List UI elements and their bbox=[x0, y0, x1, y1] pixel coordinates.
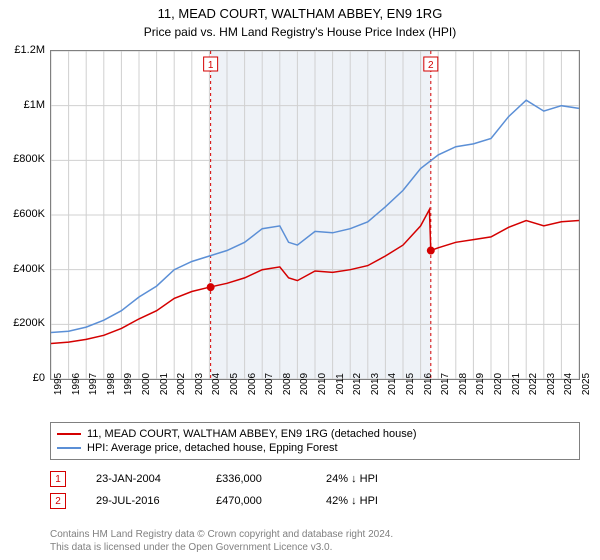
xtick-label: 2019 bbox=[475, 373, 486, 395]
transaction-marker-2: 2 bbox=[50, 493, 66, 509]
xtick-label: 2014 bbox=[387, 373, 398, 395]
xtick-label: 2010 bbox=[317, 373, 328, 395]
ytick-label: £400K bbox=[13, 263, 45, 275]
xtick-label: 2009 bbox=[299, 373, 310, 395]
xtick-label: 2023 bbox=[546, 373, 557, 395]
legend-area: 11, MEAD COURT, WALTHAM ABBEY, EN9 1RG (… bbox=[50, 422, 580, 512]
xtick-label: 2007 bbox=[264, 373, 275, 395]
xtick-label: 2016 bbox=[423, 373, 434, 395]
transaction-date-1: 23-JAN-2004 bbox=[96, 473, 186, 485]
transaction-table: 1 23-JAN-2004 £336,000 24% ↓ HPI 2 29-JU… bbox=[50, 468, 580, 512]
legend-swatch-hpi bbox=[57, 447, 81, 449]
transaction-price-1: £336,000 bbox=[216, 473, 296, 485]
legend-row-price-paid: 11, MEAD COURT, WALTHAM ABBEY, EN9 1RG (… bbox=[57, 427, 573, 441]
xtick-label: 1997 bbox=[88, 373, 99, 395]
xtick-label: 2005 bbox=[229, 373, 240, 395]
transaction-row-2: 2 29-JUL-2016 £470,000 42% ↓ HPI bbox=[50, 490, 580, 512]
xtick-label: 2002 bbox=[176, 373, 187, 395]
xtick-label: 2013 bbox=[370, 373, 381, 395]
xtick-label: 2012 bbox=[352, 373, 363, 395]
attribution-text: Contains HM Land Registry data © Crown c… bbox=[50, 528, 393, 554]
ytick-label: £600K bbox=[13, 208, 45, 220]
chart-plot: 12 bbox=[50, 50, 580, 380]
svg-text:1: 1 bbox=[208, 60, 214, 71]
xtick-label: 2018 bbox=[458, 373, 469, 395]
transaction-date-2: 29-JUL-2016 bbox=[96, 495, 186, 507]
transaction-delta-2: 42% ↓ HPI bbox=[326, 495, 378, 507]
legend-row-hpi: HPI: Average price, detached house, Eppi… bbox=[57, 441, 573, 455]
xtick-label: 2001 bbox=[159, 373, 170, 395]
xtick-label: 1998 bbox=[106, 373, 117, 395]
legend-label-price-paid: 11, MEAD COURT, WALTHAM ABBEY, EN9 1RG (… bbox=[87, 428, 417, 440]
xtick-label: 2011 bbox=[335, 373, 346, 395]
xtick-label: 2006 bbox=[247, 373, 258, 395]
transaction-delta-1: 24% ↓ HPI bbox=[326, 473, 378, 485]
ytick-label: £1M bbox=[24, 99, 45, 111]
xtick-label: 2003 bbox=[194, 373, 205, 395]
ytick-label: £800K bbox=[13, 153, 45, 165]
legend-series-box: 11, MEAD COURT, WALTHAM ABBEY, EN9 1RG (… bbox=[50, 422, 580, 460]
transaction-price-2: £470,000 bbox=[216, 495, 296, 507]
chart-plot-area: 12 £0£200K£400K£600K£800K£1M£1.2M 199519… bbox=[50, 50, 580, 380]
xtick-label: 2008 bbox=[282, 373, 293, 395]
xtick-label: 1995 bbox=[53, 373, 64, 395]
xtick-label: 2024 bbox=[563, 373, 574, 395]
legend-swatch-price-paid bbox=[57, 433, 81, 435]
ytick-label: £1.2M bbox=[14, 44, 45, 56]
xtick-label: 2021 bbox=[511, 373, 522, 395]
chart-svg: 12 bbox=[51, 51, 579, 379]
xtick-label: 2015 bbox=[405, 373, 416, 395]
xtick-label: 1996 bbox=[71, 373, 82, 395]
transaction-marker-1: 1 bbox=[50, 471, 66, 487]
ytick-label: £0 bbox=[33, 372, 45, 384]
xtick-label: 2017 bbox=[440, 373, 451, 395]
xtick-label: 2000 bbox=[141, 373, 152, 395]
ytick-label: £200K bbox=[13, 317, 45, 329]
xtick-label: 1999 bbox=[123, 373, 134, 395]
attribution-line1: Contains HM Land Registry data © Crown c… bbox=[50, 528, 393, 541]
xtick-label: 2025 bbox=[581, 373, 592, 395]
attribution-line2: This data is licensed under the Open Gov… bbox=[50, 541, 393, 554]
legend-label-hpi: HPI: Average price, detached house, Eppi… bbox=[87, 442, 338, 454]
chart-title-line1: 11, MEAD COURT, WALTHAM ABBEY, EN9 1RG bbox=[0, 0, 600, 23]
xtick-label: 2020 bbox=[493, 373, 504, 395]
transaction-row-1: 1 23-JAN-2004 £336,000 24% ↓ HPI bbox=[50, 468, 580, 490]
chart-title-line2: Price paid vs. HM Land Registry's House … bbox=[0, 23, 600, 39]
xtick-label: 2022 bbox=[528, 373, 539, 395]
svg-text:2: 2 bbox=[428, 60, 434, 71]
xtick-label: 2004 bbox=[211, 373, 222, 395]
